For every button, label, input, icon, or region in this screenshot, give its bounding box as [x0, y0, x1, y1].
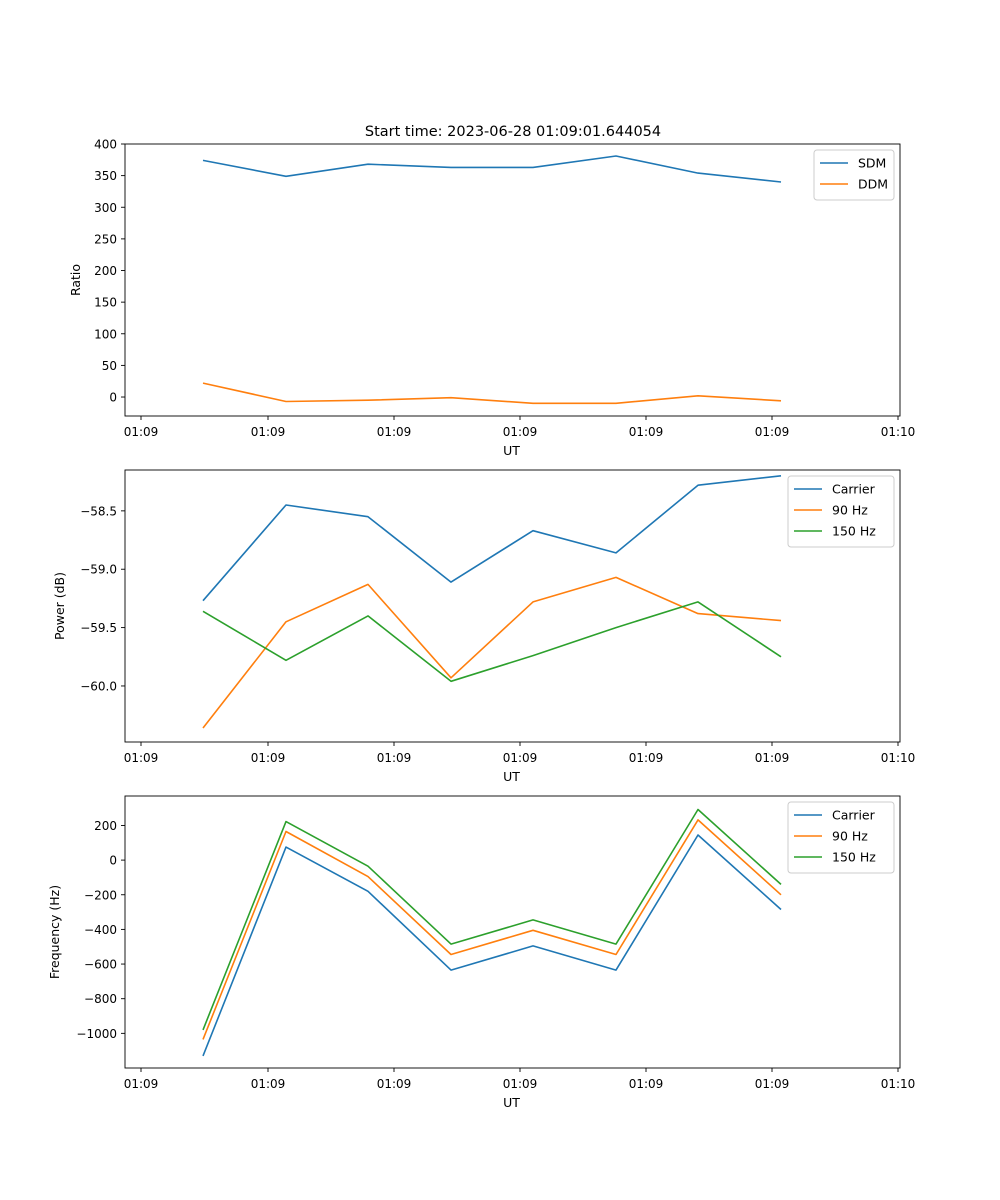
x-axis-label: UT: [503, 443, 520, 458]
x-tick-label: 01:09: [124, 751, 159, 765]
legend-box: [787, 475, 895, 548]
y-tick-label: 300: [94, 201, 117, 215]
figure-title: Start time: 2023-06-28 01:09:01.644054: [365, 124, 661, 140]
x-tick-label: 01:09: [755, 751, 790, 765]
x-axis-label: UT: [503, 769, 520, 784]
x-tick-label: 01:09: [503, 425, 538, 439]
chart-panel-2: 01:09 01:09 01:09 01:09 01:09 01:09 01:10 −60.0…: [52, 469, 916, 784]
y-tick-label: −59.0: [80, 563, 117, 577]
series-line-carrier: [202, 834, 782, 1057]
plot-frame: [124, 143, 901, 417]
y-tick-label: −58.5: [80, 504, 117, 518]
y-tick-label: −60.0: [80, 679, 117, 693]
x-tick-label: 01:09: [503, 1077, 538, 1091]
y-tick-label: −400: [84, 923, 117, 937]
series-line-sdm: [202, 155, 782, 183]
series-line-150-hz: [202, 808, 782, 1031]
y-tick-label: 400: [94, 138, 117, 152]
y-tick-label: −1000: [76, 1027, 117, 1041]
y-tick-label: −59.5: [80, 621, 117, 635]
legend-label: SDM: [858, 156, 886, 171]
legend-label: 90 Hz: [832, 503, 868, 518]
legend-label: DDM: [858, 177, 888, 192]
legend-label: Carrier: [832, 482, 876, 497]
x-tick-label: 01:09: [377, 751, 412, 765]
legend-box: [787, 801, 895, 874]
chart-panel-1: 01:09 01:09 01:09 01:09 01:09 01:09 01:10 0 50 10…: [68, 138, 915, 459]
y-tick-label: 150: [94, 296, 117, 310]
x-tick-label: 01:09: [629, 751, 664, 765]
x-tick-label: 01:09: [377, 425, 412, 439]
y-tick-label: 200: [94, 819, 117, 833]
legend-label: Carrier: [832, 808, 876, 823]
y-tick-label: 250: [94, 232, 117, 246]
x-tick-label: 01:09: [251, 1077, 286, 1091]
series-line-150-hz: [202, 601, 782, 683]
x-tick-label: 01:10: [881, 425, 916, 439]
y-axis-label: Ratio: [68, 264, 83, 296]
x-tick-label: 01:10: [881, 751, 916, 765]
x-tick-label: 01:09: [629, 425, 664, 439]
y-tick-label: 200: [94, 264, 117, 278]
chart-panel-3: 01:09 01:09 01:09 01:09 01:09 01:09 01:10 −1000…: [47, 795, 916, 1110]
y-tick-label: −200: [84, 888, 117, 902]
x-tick-label: 01:09: [377, 1077, 412, 1091]
legend-label: 150 Hz: [832, 524, 876, 539]
series-line-carrier: [202, 475, 782, 602]
plot-frame: [124, 469, 901, 743]
x-tick-label: 01:09: [629, 1077, 664, 1091]
y-tick-label: 100: [94, 327, 117, 341]
x-tick-label: 01:09: [251, 751, 286, 765]
x-tick-label: 01:09: [503, 751, 538, 765]
x-tick-label: 01:09: [251, 425, 286, 439]
series-line-90-hz: [202, 576, 782, 729]
legend-label: 150 Hz: [832, 850, 876, 865]
x-tick-label: 01:09: [124, 1077, 159, 1091]
y-tick-label: 350: [94, 169, 117, 183]
series-line-ddm: [202, 382, 782, 405]
y-tick-label: 50: [102, 359, 117, 373]
x-tick-label: 01:09: [755, 1077, 790, 1091]
y-tick-label: −600: [84, 958, 117, 972]
y-tick-label: −800: [84, 992, 117, 1006]
y-tick-label: 0: [109, 391, 117, 405]
x-tick-label: 01:10: [881, 1077, 916, 1091]
series-line-90-hz: [202, 819, 782, 1040]
legend-label: 90 Hz: [832, 829, 868, 844]
x-tick-label: 01:09: [755, 425, 790, 439]
x-tick-label: 01:09: [124, 425, 159, 439]
y-axis-label: Power (dB): [52, 572, 67, 640]
y-tick-label: 0: [109, 854, 117, 868]
y-axis-label: Frequency (Hz): [47, 885, 62, 979]
x-axis-label: UT: [503, 1095, 520, 1110]
plot-frame: [124, 795, 901, 1069]
